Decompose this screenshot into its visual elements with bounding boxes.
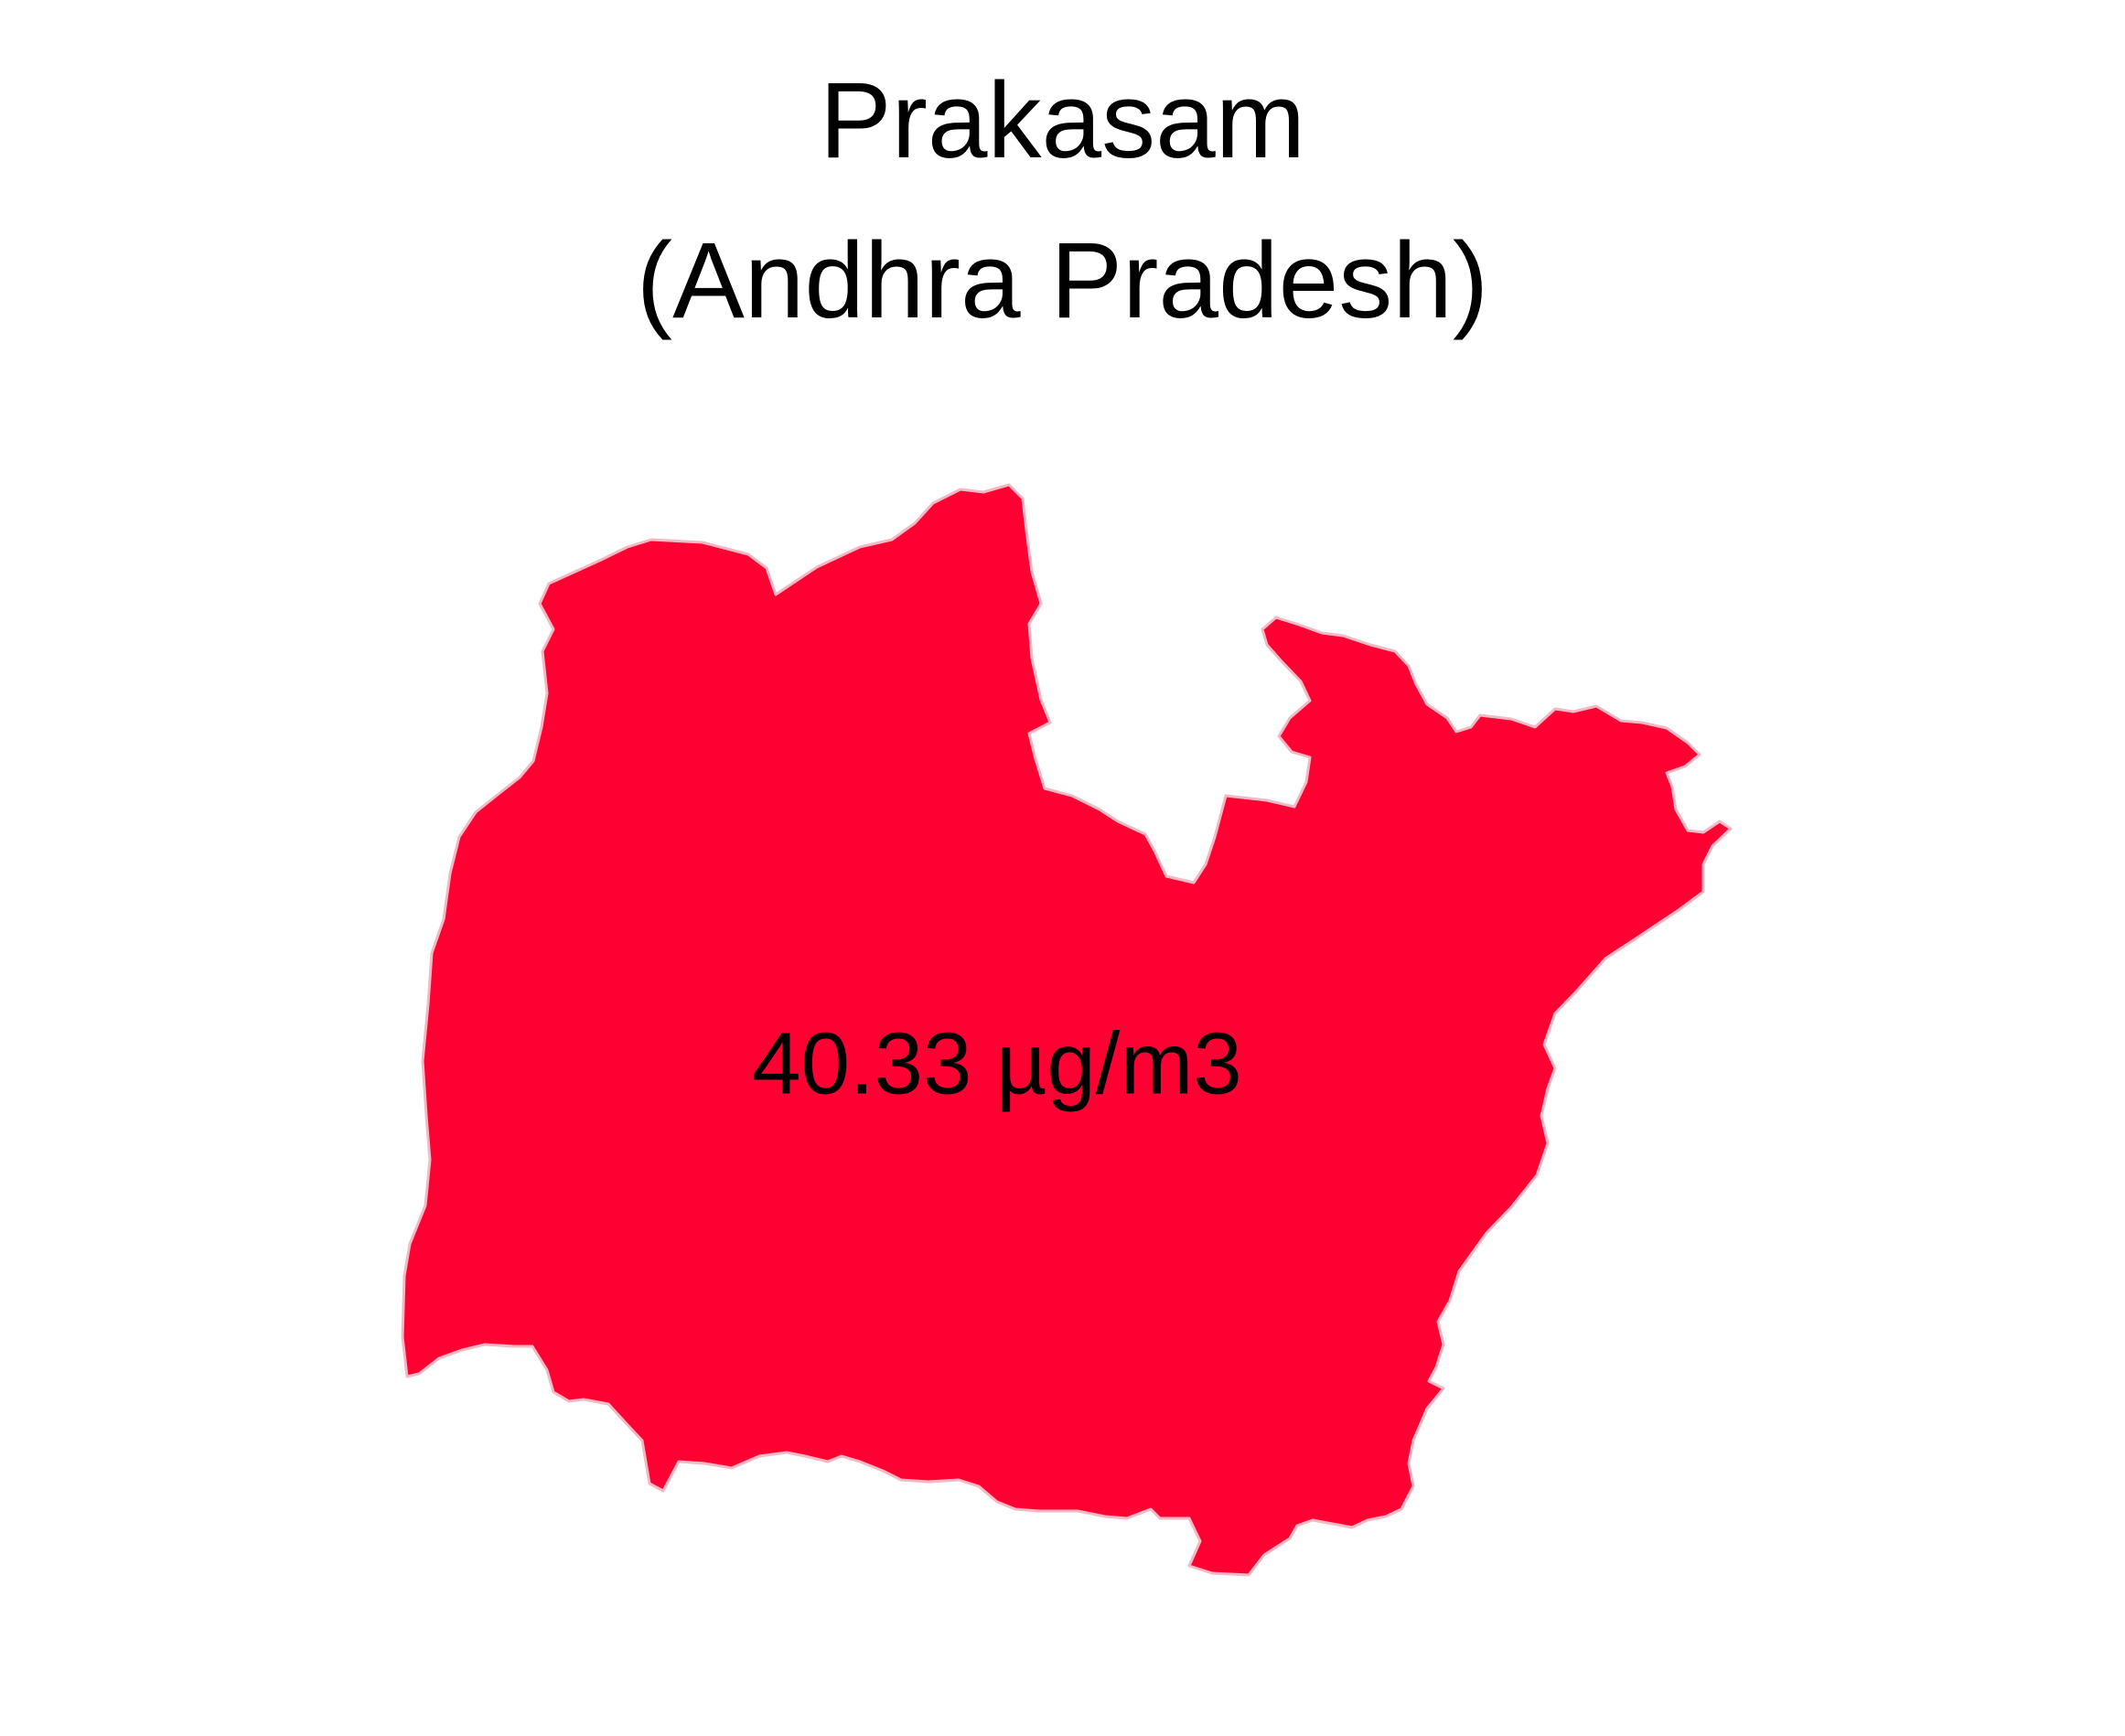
- district-region-prakasam: [401, 483, 1733, 1577]
- map-title-state: (Andhra Pradesh): [636, 220, 1489, 341]
- map-title-district: Prakasam: [819, 60, 1306, 181]
- pollution-value-label: 40.33 µg/m3: [752, 1014, 1242, 1112]
